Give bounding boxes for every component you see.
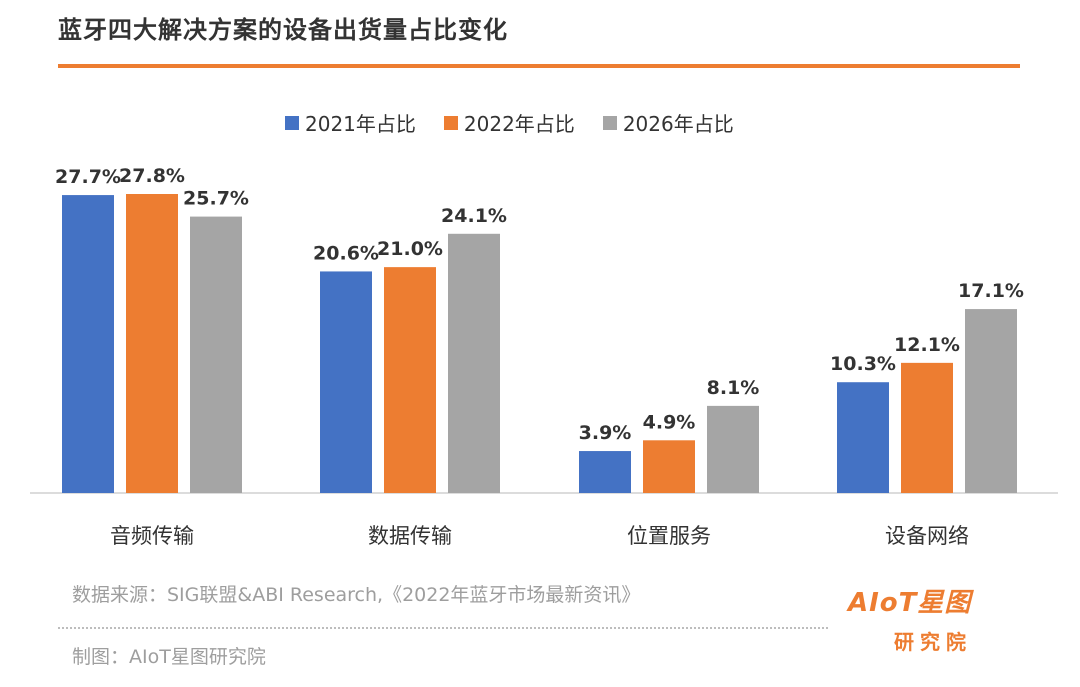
aiot-logo: AIoT星图 研究院 xyxy=(848,582,1018,662)
legend-item-2021: 2021年占比 xyxy=(285,108,416,137)
title-underline xyxy=(58,64,1020,68)
legend-swatch-2026 xyxy=(602,115,617,130)
bar-2021-3 xyxy=(837,382,889,493)
bar-2021-1 xyxy=(320,271,372,493)
category-label: 位置服务 xyxy=(627,524,711,548)
data-label: 10.3% xyxy=(830,353,896,375)
data-source-note: 数据来源：SIG联盟&ABI Research,《2022年蓝牙市场最新资讯》 xyxy=(72,584,641,606)
data-label: 8.1% xyxy=(707,377,760,399)
bar-2026-0 xyxy=(190,216,242,493)
data-label: 17.1% xyxy=(958,280,1024,302)
data-label: 21.0% xyxy=(377,238,443,260)
logo-main-text: AIoT星图 xyxy=(848,588,972,618)
data-label: 24.1% xyxy=(441,205,507,227)
legend: 2021年占比 2022年占比 2026年占比 xyxy=(285,108,734,137)
legend-item-2022: 2022年占比 xyxy=(443,108,575,137)
category-label: 数据传输 xyxy=(368,524,452,548)
data-label: 12.1% xyxy=(894,334,960,356)
category-label: 设备网络 xyxy=(885,524,969,548)
bar-2022-2 xyxy=(643,440,695,493)
bar-2021-2 xyxy=(579,451,631,493)
data-label: 4.9% xyxy=(643,411,696,433)
legend-label-2021: 2021年占比 xyxy=(305,112,416,136)
bar-2022-0 xyxy=(126,194,178,493)
data-label: 27.7% xyxy=(55,166,121,188)
bar-2026-1 xyxy=(448,233,500,493)
category-label: 音频传输 xyxy=(110,524,194,548)
legend-swatch-2021 xyxy=(285,115,299,130)
data-label: 20.6% xyxy=(313,242,379,264)
bar-2022-3 xyxy=(901,362,953,493)
legend-label-2026: 2026年占比 xyxy=(622,112,734,136)
chart-title: 蓝牙四大解决方案的设备出货量占比变化 xyxy=(58,16,508,44)
footer-divider xyxy=(58,627,828,629)
bar-2026-3 xyxy=(965,309,1017,493)
data-label: 25.7% xyxy=(183,188,249,210)
data-label: 3.9% xyxy=(579,422,632,444)
bar-2021-0 xyxy=(62,195,114,493)
chart-credit: 制图：AIoT星图研究院 xyxy=(72,646,266,668)
legend-item-2026: 2026年占比 xyxy=(602,108,734,137)
legend-label-2022: 2022年占比 xyxy=(463,112,575,136)
logo-sub-text: 研究院 xyxy=(894,630,972,654)
bar-2026-2 xyxy=(707,405,759,493)
bar-2022-1 xyxy=(384,267,436,493)
legend-swatch-2022 xyxy=(443,115,458,130)
data-label: 27.8% xyxy=(119,165,185,187)
